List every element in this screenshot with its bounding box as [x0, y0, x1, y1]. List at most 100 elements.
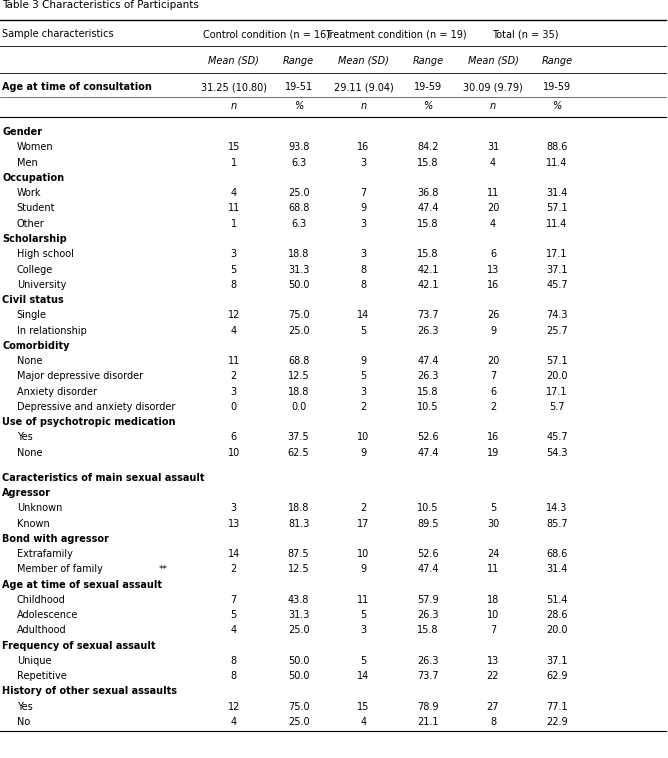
- Text: Repetitive: Repetitive: [17, 672, 66, 681]
- Text: 9: 9: [490, 326, 496, 336]
- Text: 75.0: 75.0: [288, 702, 309, 712]
- Text: 17.1: 17.1: [546, 249, 568, 259]
- Text: Depressive and anxiety disorder: Depressive and anxiety disorder: [17, 402, 175, 412]
- Text: Table 3 Characteristics of Participants: Table 3 Characteristics of Participants: [2, 0, 199, 10]
- Text: 2: 2: [360, 503, 367, 513]
- Text: 3: 3: [360, 219, 367, 229]
- Text: Adulthood: Adulthood: [17, 625, 66, 635]
- Text: 9: 9: [360, 448, 367, 458]
- Text: 3: 3: [230, 249, 237, 259]
- Text: 10.5: 10.5: [418, 402, 439, 412]
- Text: 6: 6: [490, 249, 496, 259]
- Text: 50.0: 50.0: [288, 280, 309, 290]
- Text: 4: 4: [230, 717, 237, 727]
- Text: 57.1: 57.1: [546, 356, 568, 366]
- Text: Range: Range: [413, 55, 444, 65]
- Text: Use of psychotropic medication: Use of psychotropic medication: [2, 417, 176, 427]
- Text: 50.0: 50.0: [288, 672, 309, 681]
- Text: University: University: [17, 280, 66, 290]
- Text: 57.1: 57.1: [546, 203, 568, 214]
- Text: 54.3: 54.3: [546, 448, 568, 458]
- Text: Men: Men: [17, 158, 37, 168]
- Text: 18.8: 18.8: [288, 387, 309, 396]
- Text: 93.8: 93.8: [288, 143, 309, 152]
- Text: 25.0: 25.0: [288, 326, 309, 336]
- Text: 89.5: 89.5: [418, 518, 439, 528]
- Text: Single: Single: [17, 310, 47, 321]
- Text: 5: 5: [360, 371, 367, 381]
- Text: 3: 3: [360, 387, 367, 396]
- Text: 9: 9: [360, 565, 367, 575]
- Text: 19-59: 19-59: [414, 82, 442, 92]
- Text: Known: Known: [17, 518, 49, 528]
- Text: 31.25 (10.80): 31.25 (10.80): [201, 82, 267, 92]
- Text: 15.8: 15.8: [418, 625, 439, 635]
- Text: 11: 11: [228, 203, 240, 214]
- Text: %: %: [294, 101, 303, 111]
- Text: 10: 10: [487, 610, 499, 620]
- Text: 47.4: 47.4: [418, 356, 439, 366]
- Text: %: %: [424, 101, 433, 111]
- Text: 31.4: 31.4: [546, 565, 568, 575]
- Text: Age at time of consultation: Age at time of consultation: [2, 82, 152, 92]
- Text: Member of family: Member of family: [17, 565, 103, 575]
- Text: 51.4: 51.4: [546, 595, 568, 605]
- Text: Unknown: Unknown: [17, 503, 62, 513]
- Text: 7: 7: [490, 625, 496, 635]
- Text: 10.5: 10.5: [418, 503, 439, 513]
- Text: None: None: [17, 356, 42, 366]
- Text: 37.5: 37.5: [288, 432, 309, 443]
- Text: 5: 5: [360, 656, 367, 666]
- Text: 11: 11: [487, 188, 499, 199]
- Text: Occupation: Occupation: [2, 173, 64, 183]
- Text: 68.6: 68.6: [546, 549, 568, 559]
- Text: **: **: [158, 565, 167, 574]
- Text: 3: 3: [230, 503, 237, 513]
- Text: Mean (SD): Mean (SD): [208, 55, 259, 65]
- Text: 3: 3: [360, 158, 367, 168]
- Text: 68.8: 68.8: [288, 203, 309, 214]
- Text: 12.5: 12.5: [288, 565, 309, 575]
- Text: 36.8: 36.8: [418, 188, 439, 199]
- Text: 52.6: 52.6: [418, 549, 439, 559]
- Text: Frequency of sexual assault: Frequency of sexual assault: [2, 641, 156, 650]
- Text: 25.7: 25.7: [546, 326, 568, 336]
- Text: 85.7: 85.7: [546, 518, 568, 528]
- Text: 19-51: 19-51: [285, 82, 313, 92]
- Text: College: College: [17, 265, 53, 274]
- Text: 26: 26: [487, 310, 499, 321]
- Text: 4: 4: [490, 158, 496, 168]
- Text: 8: 8: [230, 672, 237, 681]
- Text: 6.3: 6.3: [291, 219, 306, 229]
- Text: 10: 10: [228, 448, 240, 458]
- Text: 1: 1: [230, 219, 237, 229]
- Text: 5: 5: [360, 610, 367, 620]
- Text: 62.5: 62.5: [288, 448, 309, 458]
- Text: 22.9: 22.9: [546, 717, 568, 727]
- Text: Yes: Yes: [17, 432, 33, 443]
- Text: 16: 16: [357, 143, 369, 152]
- Text: Control condition (n = 16): Control condition (n = 16): [203, 29, 330, 39]
- Text: 15: 15: [228, 143, 240, 152]
- Text: Treatment condition (n = 19): Treatment condition (n = 19): [325, 29, 467, 39]
- Text: 17.1: 17.1: [546, 387, 568, 396]
- Text: Unique: Unique: [17, 656, 51, 666]
- Text: 15.8: 15.8: [418, 158, 439, 168]
- Text: 25.0: 25.0: [288, 717, 309, 727]
- Text: 3: 3: [230, 387, 237, 396]
- Text: History of other sexual assaults: History of other sexual assaults: [2, 687, 177, 697]
- Text: 16: 16: [487, 280, 499, 290]
- Text: Mean (SD): Mean (SD): [338, 55, 389, 65]
- Text: Major depressive disorder: Major depressive disorder: [17, 371, 143, 381]
- Text: Scholarship: Scholarship: [2, 234, 67, 244]
- Text: 19-59: 19-59: [543, 82, 571, 92]
- Text: 5: 5: [230, 610, 237, 620]
- Text: 68.8: 68.8: [288, 356, 309, 366]
- Text: Yes: Yes: [17, 702, 33, 712]
- Text: 2: 2: [360, 402, 367, 412]
- Text: 31.3: 31.3: [288, 610, 309, 620]
- Text: 7: 7: [360, 188, 367, 199]
- Text: 11.4: 11.4: [546, 219, 568, 229]
- Text: Women: Women: [17, 143, 53, 152]
- Text: 73.7: 73.7: [418, 310, 439, 321]
